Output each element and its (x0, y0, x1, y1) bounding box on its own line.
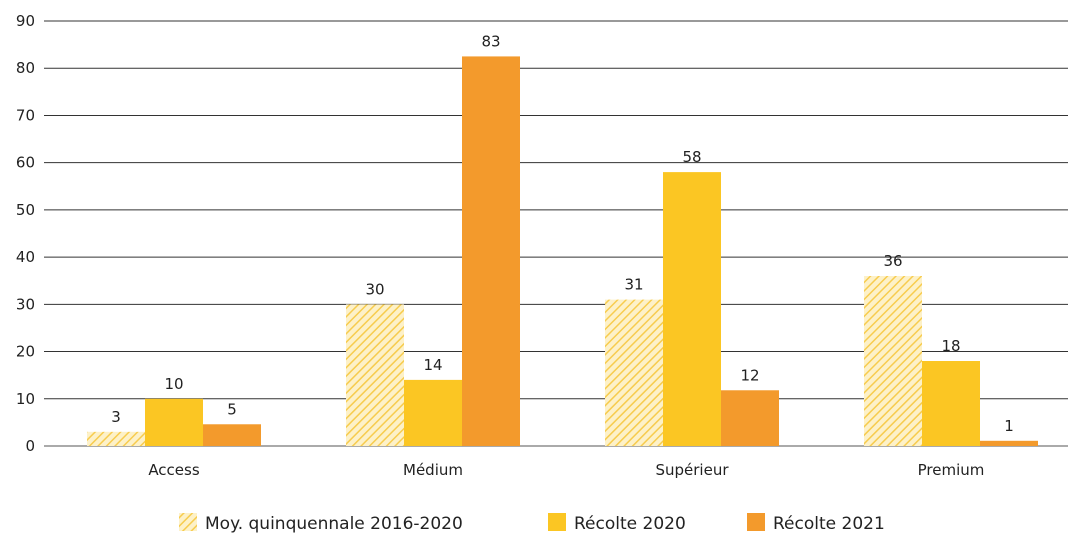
legend-swatch (747, 513, 765, 531)
x-axis: Access Médium Supérieur Premium (148, 461, 984, 479)
bar (721, 390, 779, 446)
data-label: 3 (111, 408, 121, 426)
grid-lines (44, 20, 1068, 447)
legend-label: Moy. quinquennale 2016-2020 (205, 514, 463, 534)
bar (605, 299, 663, 446)
bar (346, 304, 404, 446)
y-tick-label: 10 (16, 390, 35, 408)
data-label: 18 (941, 337, 960, 355)
y-tick-label: 0 (25, 437, 35, 455)
y-tick-label: 60 (16, 154, 35, 172)
data-label: 12 (740, 366, 759, 384)
legend-label: Récolte 2020 (574, 514, 686, 534)
y-tick-label: 70 (16, 106, 35, 124)
bar (203, 424, 261, 446)
bar (404, 379, 462, 446)
bar (663, 172, 721, 446)
x-tick-label: Premium (918, 461, 985, 479)
y-tick-label: 90 (16, 12, 35, 30)
data-label: 83 (481, 32, 500, 50)
bar (864, 276, 922, 446)
legend-label: Récolte 2021 (773, 514, 885, 534)
legend-swatch (548, 513, 566, 531)
x-tick-label: Access (148, 461, 200, 479)
bar (462, 56, 520, 447)
bar (87, 431, 145, 446)
data-label: 31 (624, 276, 643, 294)
y-tick-label: 20 (16, 343, 35, 361)
y-axis: 0 10 20 30 40 50 60 70 80 90 (16, 12, 35, 455)
data-label: 58 (682, 148, 701, 166)
bar (922, 361, 980, 446)
data-label: 36 (883, 252, 902, 270)
y-tick-label: 40 (16, 248, 35, 266)
data-label: 5 (227, 400, 237, 418)
data-label: 10 (164, 375, 183, 393)
y-tick-label: 80 (16, 59, 35, 77)
data-label: 14 (423, 356, 442, 374)
legend: Moy. quinquennale 2016-2020 Récolte 2020 R… (179, 513, 885, 534)
legend-swatch (179, 513, 197, 531)
data-label: 1 (1004, 417, 1014, 435)
data-label: 30 (365, 280, 384, 298)
y-tick-label: 30 (16, 295, 35, 313)
bar (980, 440, 1038, 446)
x-tick-label: Médium (403, 461, 463, 479)
bar (145, 398, 203, 446)
bars: 3 10 5 30 14 83 31 58 12 36 18 1 (87, 32, 1038, 447)
x-tick-label: Supérieur (655, 461, 729, 479)
y-tick-label: 50 (16, 201, 35, 219)
